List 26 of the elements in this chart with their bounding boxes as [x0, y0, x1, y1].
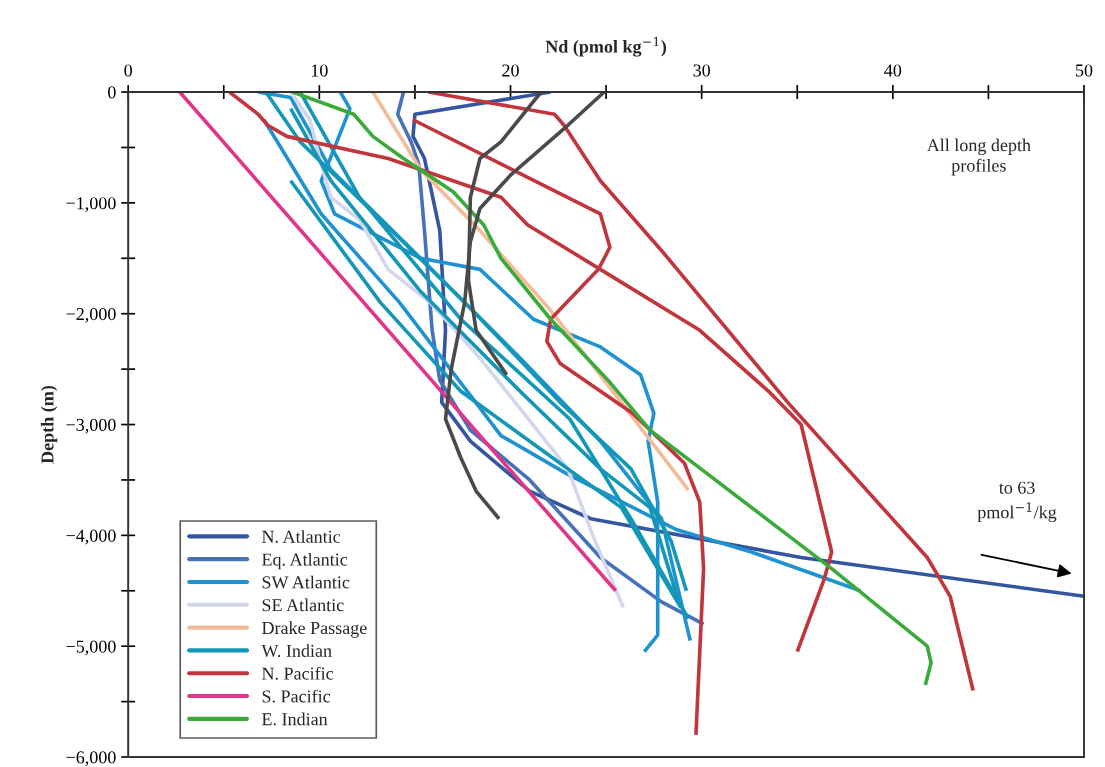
legend-label: N. Atlantic	[261, 530, 341, 543]
y-tick-label: −4,000	[66, 529, 116, 545]
x-tick-label: 0	[124, 64, 133, 77]
legend-label: E. Indian	[261, 712, 328, 726]
x-tick-label: 10	[311, 64, 328, 77]
legend-label: Drake Passage	[261, 621, 367, 638]
y-tick-label: −3,000	[66, 418, 116, 434]
x-tick-label: 20	[502, 64, 519, 77]
legend-label: S. Pacific	[262, 689, 331, 703]
y-tick-label: −6,000	[66, 751, 116, 767]
y-tick-label: −1,000	[66, 197, 116, 212]
y-tick-label: −2,000	[66, 307, 116, 323]
y-axis-title: Depth (m)	[40, 385, 58, 464]
legend-label: W. Indian	[261, 644, 332, 658]
x-tick-label: 40	[884, 64, 902, 77]
legend-label: Eq. Atlantic	[261, 552, 348, 570]
y-tick-label: −5,000	[66, 640, 116, 656]
legend-label: N. Pacific	[261, 666, 334, 680]
x-tick-label: 30	[693, 64, 711, 77]
legend-label: SW Atlantic	[262, 575, 350, 589]
annotation: All long depth profiles	[926, 138, 1031, 176]
legend-label: SE Atlantic	[262, 598, 344, 612]
x-tick-label: 50	[1076, 64, 1093, 77]
annotation: to 63 pmol$^{−1}$/kg	[977, 481, 1057, 523]
y-tick-label: 0	[108, 86, 116, 99]
x-axis-title: Nd (pmol kg$^{−1}$)	[545, 36, 667, 57]
